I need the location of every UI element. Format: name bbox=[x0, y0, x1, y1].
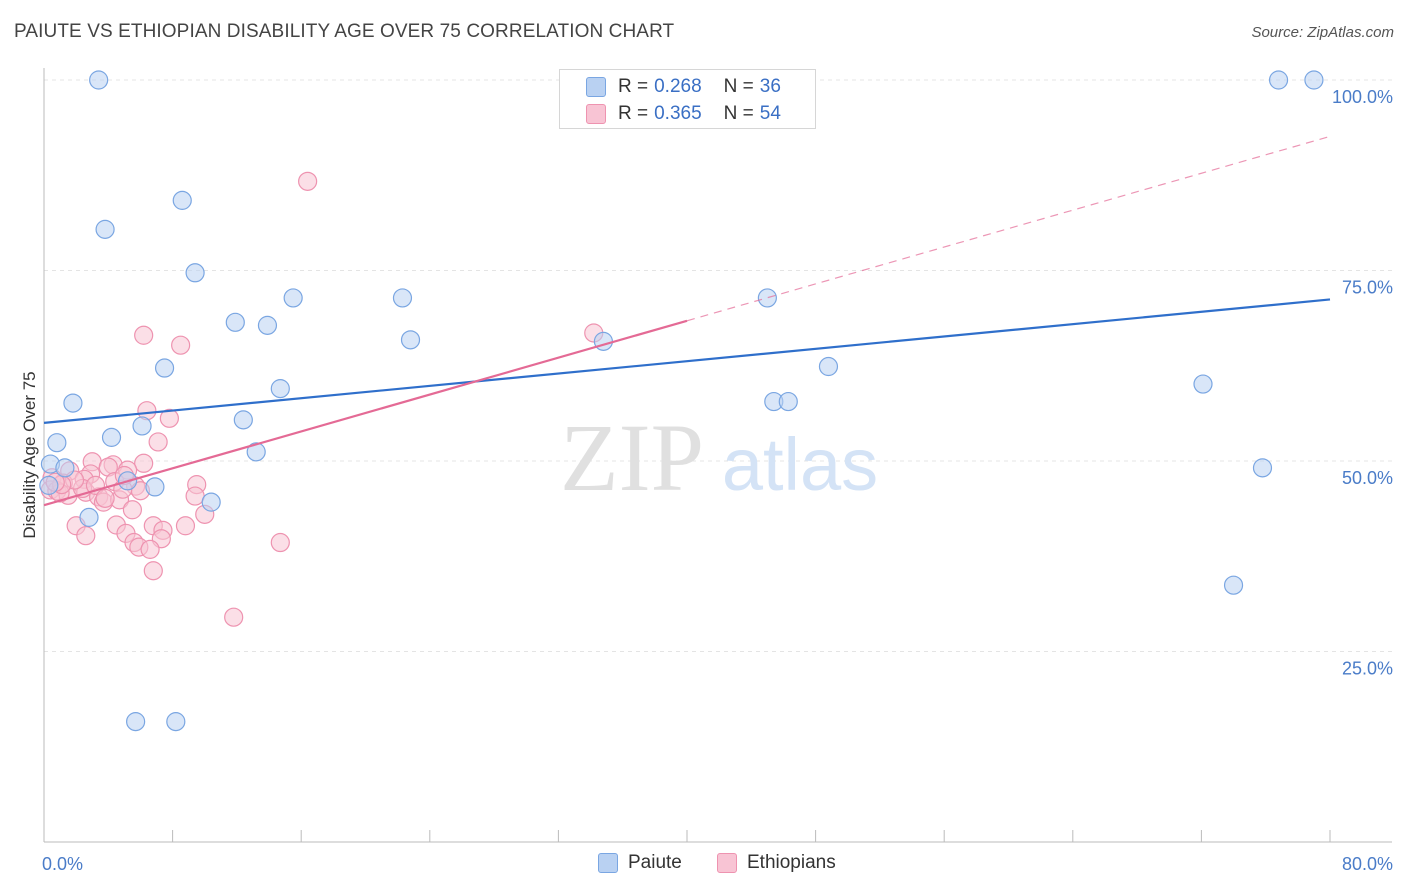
paiute-point-20 bbox=[233, 410, 253, 430]
x-tick-label-0: 0.0% bbox=[42, 854, 83, 874]
y-tick-label-1: 50.0% bbox=[1342, 468, 1393, 488]
paiute-point-31 bbox=[79, 507, 99, 527]
ethiopians-point-36 bbox=[175, 516, 196, 536]
paiute-point-35 bbox=[39, 475, 59, 495]
ethiopians-swatch bbox=[586, 104, 606, 124]
paiute-swatch bbox=[586, 77, 606, 97]
series-legend: Paiute Ethiopians bbox=[0, 852, 1406, 878]
y-axis-label: Disability Age Over 75 bbox=[20, 371, 39, 538]
y-tick-label-3: 100.0% bbox=[1332, 87, 1393, 107]
grid-lines bbox=[44, 79, 1392, 652]
legend-item-paiute: Paiute bbox=[598, 852, 682, 874]
paiute-point-8 bbox=[225, 312, 245, 332]
ethiopians-point-44 bbox=[140, 539, 160, 559]
paiute-point-9 bbox=[257, 315, 278, 335]
watermark-zip: ZIP bbox=[560, 404, 704, 511]
ethiopians-legend-swatch bbox=[717, 853, 737, 873]
ethiopians-point-1 bbox=[134, 325, 154, 345]
paiute-point-26 bbox=[55, 458, 75, 478]
ethiopians-point-31 bbox=[122, 500, 143, 520]
x-tick-label-1: 80.0% bbox=[1342, 854, 1393, 874]
ethiopians-n-value: 54 bbox=[759, 103, 781, 124]
y-tick-labels: 25.0% 50.0% 75.0% 100.0% bbox=[1332, 87, 1393, 679]
paiute-point-22 bbox=[101, 427, 122, 447]
ethiopians-trend-extension bbox=[686, 135, 1331, 322]
ethiopians-point-5 bbox=[159, 408, 179, 428]
paiute-point-24 bbox=[246, 442, 266, 462]
source-label: Source: ZipAtlas.com bbox=[1251, 24, 1394, 41]
ethiopians-point-45 bbox=[143, 561, 163, 581]
paiute-point-16 bbox=[1193, 374, 1213, 394]
ethiopians-point-6 bbox=[148, 432, 168, 452]
paiute-point-5 bbox=[185, 263, 205, 283]
paiute-points bbox=[39, 70, 1324, 732]
paiute-legend-label: Paiute bbox=[628, 852, 682, 873]
ethiopians-point-39 bbox=[76, 526, 96, 546]
paiute-point-30 bbox=[201, 492, 221, 512]
ethiopians-point-27 bbox=[185, 486, 205, 506]
paiute-trend-line bbox=[43, 298, 1331, 424]
paiute-point-7 bbox=[392, 288, 413, 308]
paiute-n-label: N = bbox=[723, 76, 754, 97]
legend-row-paiute: R = 0.268 N = 36 bbox=[586, 74, 781, 100]
paiute-point-19 bbox=[778, 391, 798, 412]
x-tick-labels: 0.0% 80.0% bbox=[42, 854, 1393, 874]
paiute-point-27 bbox=[1252, 458, 1273, 478]
y-tick-label-2: 75.0% bbox=[1342, 278, 1393, 298]
paiute-point-34 bbox=[166, 712, 186, 732]
y-tick-label-0: 25.0% bbox=[1342, 659, 1393, 679]
stats-legend: R = 0.268 N = 36 R = 0.365 N = 54 bbox=[559, 69, 816, 129]
paiute-point-17 bbox=[63, 393, 83, 413]
paiute-r-value: 0.268 bbox=[654, 76, 702, 97]
paiute-point-2 bbox=[1304, 70, 1324, 90]
ethiopians-legend-label: Ethiopians bbox=[747, 852, 836, 873]
paiute-point-3 bbox=[172, 190, 192, 210]
ethiopians-n-label: N = bbox=[723, 103, 754, 124]
legend-row-ethiopians: R = 0.365 N = 54 bbox=[586, 101, 781, 127]
ethiopians-r-value: 0.365 bbox=[654, 103, 702, 124]
ethiopians-point-42 bbox=[270, 532, 290, 553]
ethiopians-point-50 bbox=[95, 488, 115, 508]
watermark: ZIP atlas bbox=[560, 404, 878, 511]
ethiopians-point-9 bbox=[134, 453, 154, 473]
legend-item-ethiopians: Ethiopians bbox=[717, 852, 836, 874]
paiute-point-21 bbox=[132, 416, 152, 436]
paiute-point-13 bbox=[154, 358, 175, 378]
paiute-r-label: R = bbox=[618, 76, 649, 97]
paiute-point-10 bbox=[400, 330, 421, 350]
paiute-n-value: 36 bbox=[759, 76, 781, 97]
ethiopians-point-0 bbox=[298, 171, 318, 191]
paiute-point-28 bbox=[145, 477, 165, 497]
ethiopians-r-label: R = bbox=[618, 103, 649, 124]
paiute-point-12 bbox=[757, 288, 777, 308]
chart-title: PAIUTE VS ETHIOPIAN DISABILITY AGE OVER … bbox=[14, 21, 675, 42]
trend-lines bbox=[43, 135, 1331, 507]
paiute-point-33 bbox=[126, 712, 146, 732]
paiute-point-0 bbox=[89, 70, 109, 90]
paiute-legend-swatch bbox=[598, 853, 618, 873]
ethiopians-point-3 bbox=[171, 335, 191, 355]
paiute-point-14 bbox=[818, 356, 839, 377]
paiute-point-4 bbox=[95, 219, 115, 239]
ethiopians-points bbox=[40, 171, 604, 627]
paiute-point-32 bbox=[1223, 575, 1244, 595]
watermark-atlas: atlas bbox=[722, 423, 878, 506]
axes bbox=[43, 68, 1392, 843]
ethiopians-trend-line bbox=[43, 319, 688, 507]
ethiopians-point-46 bbox=[224, 607, 244, 627]
paiute-point-1 bbox=[1268, 70, 1289, 90]
paiute-point-6 bbox=[283, 288, 303, 308]
paiute-point-15 bbox=[270, 379, 290, 399]
paiute-point-23 bbox=[47, 433, 67, 453]
